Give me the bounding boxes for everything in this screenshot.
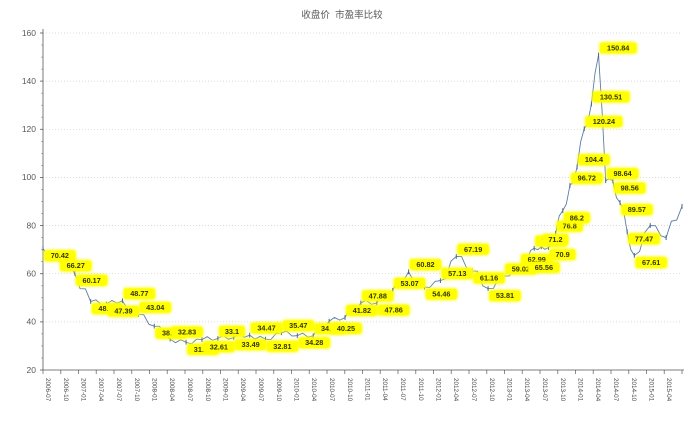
svg-text:120: 120 [22, 124, 36, 134]
svg-text:61.16: 61.16 [480, 274, 498, 283]
svg-text:2013-01: 2013-01 [506, 378, 513, 402]
svg-text:2009-10: 2009-10 [275, 378, 282, 402]
svg-text:150.84: 150.84 [607, 43, 630, 52]
svg-text:2007-10: 2007-10 [133, 378, 140, 402]
svg-text:2012-10: 2012-10 [488, 378, 495, 402]
svg-text:2011-01: 2011-01 [364, 378, 371, 401]
svg-text:32.83: 32.83 [178, 328, 196, 337]
svg-text:40: 40 [27, 317, 37, 327]
svg-text:2008-04: 2008-04 [168, 378, 175, 402]
svg-text:2014-04: 2014-04 [594, 378, 601, 402]
svg-text:35.47: 35.47 [289, 321, 307, 330]
svg-text:120.24: 120.24 [593, 117, 616, 126]
svg-text:2008-10: 2008-10 [204, 378, 211, 402]
svg-text:67.19: 67.19 [464, 245, 482, 254]
svg-text:34.28: 34.28 [305, 338, 323, 347]
svg-text:80: 80 [27, 220, 37, 230]
svg-text:2010-07: 2010-07 [328, 378, 335, 402]
svg-text:20: 20 [27, 365, 37, 375]
svg-text:53.07: 53.07 [400, 279, 418, 288]
svg-text:77.47: 77.47 [635, 234, 653, 243]
svg-text:54.46: 54.46 [432, 290, 450, 299]
svg-text:2008-01: 2008-01 [151, 378, 158, 402]
svg-text:2007-07: 2007-07 [115, 378, 122, 402]
svg-text:2006-10: 2006-10 [62, 378, 69, 402]
svg-text:2014-10: 2014-10 [630, 378, 637, 402]
svg-text:100: 100 [22, 172, 36, 182]
svg-text:32.81: 32.81 [273, 342, 291, 351]
svg-text:33.1: 33.1 [225, 327, 239, 336]
svg-text:2013-07: 2013-07 [541, 378, 548, 402]
svg-text:34.47: 34.47 [257, 324, 275, 333]
svg-text:32.61: 32.61 [210, 342, 228, 351]
svg-text:2012-04: 2012-04 [452, 378, 459, 402]
svg-text:70.42: 70.42 [51, 251, 69, 260]
svg-text:2015-01: 2015-01 [648, 378, 655, 402]
svg-text:2009-01: 2009-01 [222, 378, 229, 402]
svg-text:67.61: 67.61 [642, 258, 660, 267]
svg-text:2011-10: 2011-10 [417, 378, 424, 401]
svg-text:2015-04: 2015-04 [665, 378, 672, 402]
svg-text:2008-07: 2008-07 [186, 378, 193, 402]
svg-text:2012-01: 2012-01 [435, 378, 442, 402]
svg-text:57.13: 57.13 [448, 269, 466, 278]
svg-text:2010-01: 2010-01 [293, 378, 300, 402]
svg-text:2006-07: 2006-07 [44, 378, 51, 402]
svg-text:140: 140 [22, 76, 36, 86]
svg-text:160: 160 [22, 28, 36, 38]
svg-text:2011-04: 2011-04 [381, 378, 388, 401]
svg-text:98.56: 98.56 [621, 183, 639, 192]
svg-text:60.82: 60.82 [416, 260, 434, 269]
svg-text:89.57: 89.57 [628, 205, 646, 214]
svg-text:76.8: 76.8 [563, 222, 577, 231]
svg-text:59.02: 59.02 [512, 264, 530, 273]
svg-text:2010-10: 2010-10 [346, 378, 353, 402]
svg-text:98.64: 98.64 [613, 169, 632, 178]
svg-text:60.17: 60.17 [83, 276, 101, 285]
svg-text:60: 60 [27, 269, 37, 279]
svg-text:2014-07: 2014-07 [612, 378, 619, 402]
svg-text:40.25: 40.25 [337, 324, 355, 333]
svg-text:2013-04: 2013-04 [523, 378, 530, 402]
svg-text:2007-01: 2007-01 [80, 378, 87, 402]
svg-text:66.27: 66.27 [67, 261, 85, 270]
svg-text:130.51: 130.51 [600, 92, 622, 101]
svg-text:48.77: 48.77 [130, 289, 148, 298]
svg-text:2010-04: 2010-04 [310, 378, 317, 402]
svg-text:41.82: 41.82 [353, 306, 371, 315]
svg-text:96.72: 96.72 [578, 174, 596, 183]
svg-text:2013-10: 2013-10 [559, 378, 566, 402]
svg-text:2007-04: 2007-04 [97, 378, 104, 402]
svg-text:43.04: 43.04 [146, 303, 165, 312]
svg-text:2014-01: 2014-01 [577, 378, 584, 402]
svg-text:53.81: 53.81 [496, 291, 514, 300]
svg-text:2012-07: 2012-07 [470, 378, 477, 402]
svg-text:47.88: 47.88 [369, 291, 387, 300]
svg-text:71.2: 71.2 [548, 235, 562, 244]
svg-text:86.2: 86.2 [570, 213, 584, 222]
svg-text:65.56: 65.56 [535, 263, 553, 272]
svg-text:2009-04: 2009-04 [239, 378, 246, 402]
svg-text:33.49: 33.49 [241, 340, 259, 349]
svg-text:2009-07: 2009-07 [257, 378, 264, 402]
svg-text:104.4: 104.4 [585, 155, 604, 164]
svg-text:47.86: 47.86 [385, 306, 403, 315]
svg-text:2011-07: 2011-07 [399, 378, 406, 401]
svg-text:47.39: 47.39 [114, 307, 132, 316]
svg-text:70.9: 70.9 [555, 250, 569, 259]
